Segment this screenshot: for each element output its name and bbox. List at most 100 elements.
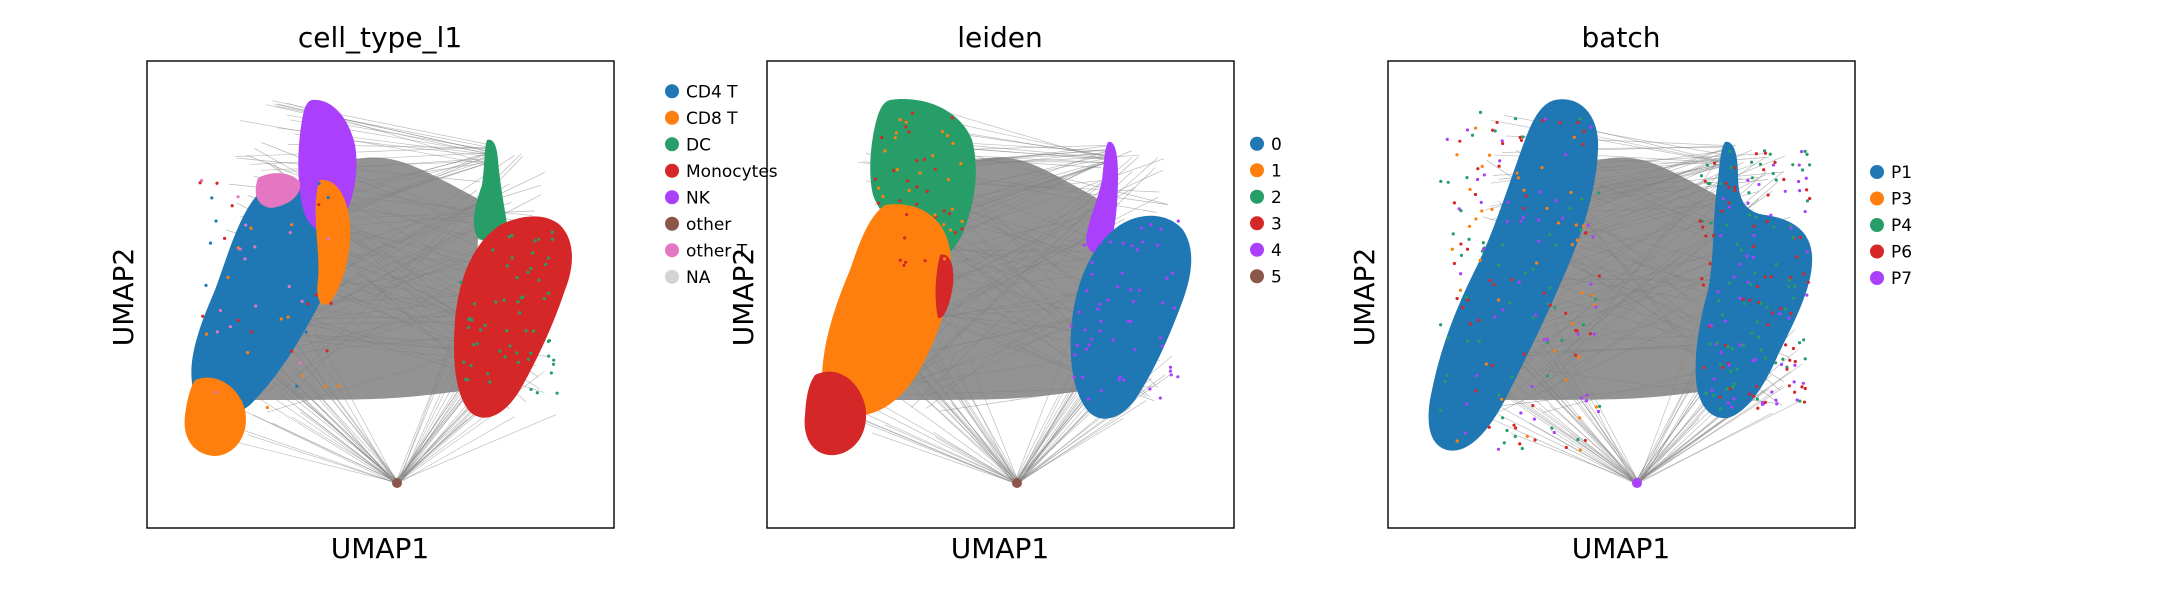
edge-line	[398, 416, 515, 484]
speckle-point	[1519, 219, 1523, 223]
speckle-point	[1474, 389, 1478, 393]
speckle-point	[1148, 387, 1152, 391]
speckle-point	[1597, 274, 1601, 278]
speckle-point	[1540, 166, 1544, 170]
speckle-point	[1080, 375, 1085, 379]
speckle-point	[280, 295, 284, 299]
speckle-point	[1749, 160, 1754, 164]
speckle-point	[298, 361, 303, 365]
cluster-monocytes	[453, 216, 572, 418]
speckle-point	[498, 349, 502, 353]
plot-area	[1428, 99, 1813, 488]
speckle-point	[1131, 300, 1135, 304]
speckle-point	[895, 230, 899, 234]
speckle-point	[1746, 178, 1750, 182]
speckle-point	[1165, 276, 1169, 280]
speckle-point	[1168, 369, 1172, 373]
speckle-point	[1807, 163, 1812, 167]
speckle-point	[1488, 278, 1492, 282]
speckle-point	[1538, 190, 1542, 194]
speckle-point	[1117, 377, 1121, 382]
legend-item: 2	[1250, 188, 1282, 208]
speckle-point	[1128, 288, 1132, 292]
speckle-point	[1493, 315, 1497, 319]
speckle-point	[1753, 271, 1757, 275]
speckle-point	[1581, 224, 1586, 228]
speckle-point	[238, 247, 242, 251]
edge-line	[1636, 400, 1801, 484]
speckle-point	[1769, 213, 1773, 217]
axes-frame	[146, 60, 615, 529]
speckle-point	[1098, 329, 1102, 333]
speckle-point	[1500, 416, 1505, 420]
speckle-point	[1742, 302, 1746, 306]
speckle-point	[1558, 121, 1563, 125]
speckle-point	[915, 158, 919, 163]
speckle-point	[462, 360, 466, 364]
legend-item: NA	[665, 268, 711, 288]
speckle-point	[1803, 357, 1807, 361]
speckle-point	[1760, 402, 1764, 406]
speckle-point	[1573, 353, 1578, 357]
speckle-point	[1096, 307, 1100, 311]
legend-item: 1	[1250, 161, 1282, 181]
speckle-point	[1461, 305, 1465, 310]
speckle-point	[1732, 382, 1736, 386]
speckle-point	[1752, 224, 1756, 228]
speckle-point	[1747, 191, 1751, 195]
cluster-dc	[473, 139, 508, 242]
speckle-point	[1576, 332, 1580, 336]
speckle-point	[524, 329, 528, 333]
speckle-point	[1594, 305, 1598, 309]
speckle-point	[1712, 161, 1717, 165]
speckle-point	[1748, 298, 1752, 302]
speckle-point	[1490, 363, 1494, 367]
speckle-point	[1757, 335, 1761, 340]
speckle-point	[873, 255, 877, 260]
speckle-point	[1727, 205, 1732, 209]
speckle-point	[948, 228, 953, 232]
speckle-point	[1772, 225, 1776, 229]
clusters-layer	[1428, 99, 1813, 488]
speckle-point	[214, 390, 218, 394]
legend-label: DC	[686, 135, 711, 155]
speckle-point	[1580, 396, 1584, 400]
speckle-point	[1774, 398, 1778, 402]
speckle-point	[1589, 282, 1593, 286]
speckle-point	[1095, 228, 1099, 233]
speckle-point	[1733, 185, 1737, 190]
speckle-point	[1524, 194, 1528, 198]
speckle-point	[1787, 316, 1791, 320]
speckle-point	[1160, 301, 1165, 305]
speckle-point	[271, 268, 276, 272]
speckle-point	[198, 181, 202, 185]
speckle-point	[1496, 447, 1501, 451]
speckle-point	[1766, 193, 1770, 197]
speckle-point	[279, 317, 283, 321]
speckle-point	[510, 233, 514, 238]
speckle-point	[515, 351, 519, 355]
speckle-point	[480, 232, 484, 237]
speckle-point	[1519, 138, 1524, 142]
speckle-point	[542, 297, 546, 301]
x-axis-label: UMAP1	[331, 532, 430, 565]
speckle-point	[552, 358, 556, 362]
speckle-point	[1535, 261, 1539, 265]
speckle-point	[1752, 394, 1756, 398]
speckle-point	[1090, 261, 1094, 265]
speckle-point	[1805, 152, 1809, 156]
speckle-point	[507, 235, 511, 239]
edge-line	[1637, 385, 1783, 484]
speckle-point	[300, 299, 304, 303]
speckle-point	[549, 371, 553, 375]
speckle-point	[1596, 409, 1601, 414]
speckle-point	[1510, 375, 1514, 379]
speckle-point	[1468, 322, 1473, 326]
speckle-point	[918, 171, 922, 175]
speckle-point	[898, 118, 902, 122]
speckle-point	[898, 258, 902, 262]
speckle-point	[1470, 133, 1475, 137]
speckle-point	[1576, 120, 1580, 125]
edge-line	[247, 434, 396, 484]
speckle-point	[1445, 137, 1449, 141]
